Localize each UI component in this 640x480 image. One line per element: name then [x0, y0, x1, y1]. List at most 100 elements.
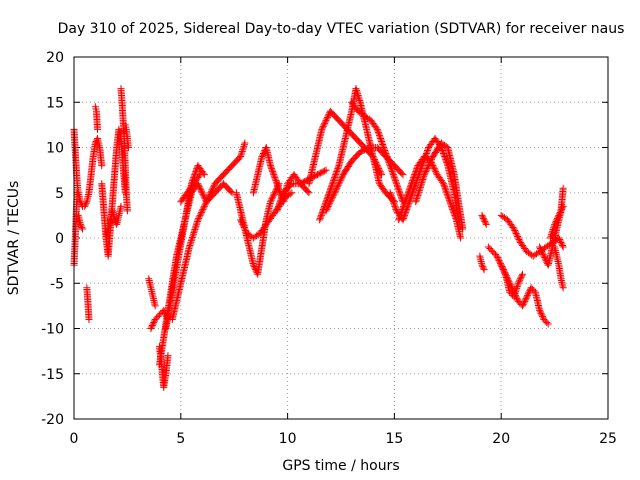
data-point-interp: [287, 181, 295, 189]
data-point-interp: [547, 231, 555, 239]
data-point-interp: [385, 157, 393, 165]
data-point: [555, 234, 563, 242]
data-point: [322, 166, 330, 174]
grid-layer: [74, 57, 608, 419]
data-point-interp: [375, 131, 383, 139]
data-point-interp: [387, 190, 395, 198]
data-point-interp: [240, 223, 248, 231]
data-point-interp: [191, 225, 199, 233]
data-point-interp: [556, 208, 564, 216]
data-point-interp: [326, 198, 334, 206]
data-point-interp: [389, 169, 397, 177]
data-point-interp: [316, 169, 324, 177]
data-point-interp: [270, 190, 278, 198]
data-point-interp: [443, 160, 451, 168]
data-point-interp: [537, 309, 545, 317]
data-point: [480, 216, 488, 224]
data-point-interp: [548, 229, 556, 237]
data-point: [237, 216, 245, 224]
data-point-interp: [451, 213, 459, 221]
y-tick-label: -5: [50, 276, 64, 292]
data-point-interp: [187, 238, 195, 246]
data-point-interp: [512, 288, 520, 296]
data-point-interp: [422, 168, 430, 176]
data-point-interp: [447, 201, 455, 209]
data-point: [544, 320, 552, 328]
data-point-interp: [516, 276, 524, 284]
data-point-interp: [332, 169, 340, 177]
data-point-interp: [319, 168, 327, 176]
data-point-interp: [275, 201, 283, 209]
data-point-interp: [82, 199, 90, 207]
data-point: [446, 198, 454, 206]
data-point-interp: [401, 199, 409, 207]
data-point-interp: [332, 186, 340, 194]
data-point-interp: [154, 312, 162, 320]
data-point-interp: [272, 177, 280, 185]
data-point: [318, 125, 326, 133]
data-point: [510, 225, 518, 233]
data-point: [85, 315, 93, 323]
data-point-interp: [191, 224, 199, 232]
data-point-interp: [496, 260, 504, 268]
data-point-interp: [269, 168, 277, 176]
data-point-interp: [379, 142, 387, 150]
y-tick-label: -20: [41, 412, 64, 428]
data-point-interp: [190, 229, 198, 237]
y-tick-label: 15: [46, 95, 64, 111]
data-point-interp: [275, 202, 283, 210]
data-point-interp: [403, 192, 411, 200]
data-point: [514, 297, 522, 305]
data-point-interp: [514, 232, 522, 240]
data-point-interp: [402, 195, 410, 203]
data-point-interp: [317, 213, 325, 221]
data-point: [164, 352, 172, 360]
data-point-interp: [451, 211, 459, 219]
data-point-interp: [397, 192, 405, 200]
data-point-interp: [275, 184, 283, 192]
data-point-interp: [328, 195, 336, 203]
data-point-interp: [406, 184, 414, 192]
data-point: [407, 180, 415, 188]
data-point-interp: [188, 235, 196, 243]
data-point-interp: [278, 192, 286, 200]
data-point-interp: [334, 165, 342, 173]
data-layer: [70, 85, 567, 391]
data-point-interp: [511, 289, 519, 297]
data-point-interp: [553, 214, 561, 222]
data-point: [296, 180, 304, 188]
data-point-interp: [393, 181, 401, 189]
data-point-interp: [511, 226, 519, 234]
data-point-interp: [500, 267, 508, 275]
data-point-interp: [516, 275, 524, 283]
data-point-interp: [558, 204, 566, 212]
data-point-interp: [423, 165, 431, 173]
data-point-interp: [392, 178, 400, 186]
data-point-interp: [186, 240, 194, 248]
data-point-interp: [439, 148, 447, 156]
data-point-interp: [316, 214, 324, 222]
data-point-interp: [318, 210, 326, 218]
data-point-interp: [415, 188, 423, 196]
data-point-interp: [438, 147, 446, 155]
data-point: [123, 207, 131, 215]
data-point-interp: [424, 147, 432, 155]
data-point-interp: [269, 193, 277, 201]
data-point-interp: [298, 179, 306, 187]
data-point-interp: [524, 291, 532, 299]
data-point-interp: [332, 171, 340, 179]
data-point-interp: [479, 264, 487, 272]
data-point-interp: [381, 148, 389, 156]
data-point: [124, 144, 132, 151]
data-point-interp: [557, 207, 565, 215]
data-point-interp: [330, 175, 338, 183]
data-point-interp: [323, 115, 331, 123]
data-point-interp: [227, 187, 235, 195]
data-point-interp: [268, 195, 276, 203]
data-point-interp: [415, 187, 423, 195]
data-point-interp: [445, 196, 453, 204]
data-point-interp: [384, 156, 392, 164]
data-point-interp: [521, 297, 529, 305]
data-point-interp: [414, 190, 422, 198]
